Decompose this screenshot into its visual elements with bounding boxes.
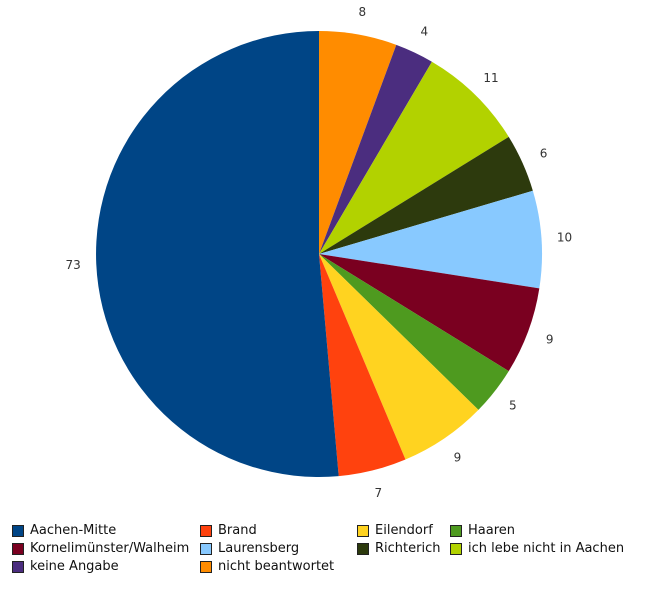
- legend-swatch: [200, 525, 212, 537]
- legend-item: Eilendorf: [357, 522, 450, 540]
- legend-swatch: [357, 543, 369, 555]
- legend-item: Haaren: [450, 522, 642, 540]
- data-label: 8: [358, 5, 366, 19]
- pie-slice-ich-lebe-nicht-in-aachen: [319, 61, 509, 255]
- pie-slices: [96, 31, 542, 477]
- data-label: 5: [509, 399, 517, 413]
- legend-swatch: [357, 525, 369, 537]
- data-label: 4: [420, 25, 428, 39]
- pie-slice-richterich: [319, 136, 533, 254]
- legend-label: Brand: [218, 523, 257, 538]
- data-label: 73: [66, 258, 81, 272]
- pie-slice-nicht-beantwortet: [319, 31, 397, 254]
- legend-item: keine Angabe: [12, 558, 200, 576]
- legend-label: Laurensberg: [218, 541, 300, 556]
- legend-label: Aachen-Mitte: [30, 523, 117, 538]
- legend-swatch: [200, 543, 212, 555]
- legend-swatch: [450, 525, 462, 537]
- legend-item: Laurensberg: [200, 540, 357, 558]
- data-label: 7: [374, 486, 382, 500]
- data-label: 9: [454, 450, 462, 464]
- pie-slice-brand: [319, 254, 406, 477]
- data-label: 6: [540, 147, 548, 161]
- legend-swatch: [200, 561, 212, 573]
- data-label: 9: [546, 332, 554, 346]
- legend-label: Kornelimünster/Walheim: [30, 541, 190, 556]
- data-labels: 8 4 11 6 10 9 5 9 7 73: [66, 5, 573, 500]
- legend-label: Richterich: [375, 541, 441, 556]
- legend-swatch: [12, 543, 24, 555]
- legend-item: Richterich: [357, 540, 450, 558]
- pie-slice-eilendorf: [319, 254, 479, 460]
- pie-slice-haaren: [319, 254, 509, 410]
- pie-slice-laurensberg: [319, 190, 542, 289]
- legend-item: ich lebe nicht in Aachen: [450, 540, 642, 558]
- legend-label: Eilendorf: [375, 523, 433, 538]
- legend-swatch: [450, 543, 462, 555]
- legend-label: keine Angabe: [30, 559, 119, 574]
- pie-slice-kornelim-nster-walheim: [319, 254, 540, 372]
- legend-swatch: [12, 561, 24, 573]
- legend: Aachen-Mitte Brand Eilendorf Haaren Kornelim…: [12, 522, 642, 576]
- legend-label: Haaren: [468, 523, 516, 538]
- legend-item: Kornelimünster/Walheim: [12, 540, 200, 558]
- legend-item: Brand: [200, 522, 357, 540]
- data-label: 10: [557, 231, 572, 245]
- pie-slice-aachen-mitte: [96, 31, 339, 477]
- legend-label: nicht beantwortet: [218, 559, 335, 574]
- data-label: 11: [483, 71, 498, 85]
- legend-item: Aachen-Mitte: [12, 522, 200, 540]
- pie-slice-keine-angabe: [319, 44, 432, 254]
- legend-item: nicht beantwortet: [200, 558, 357, 576]
- legend-swatch: [12, 525, 24, 537]
- legend-label: ich lebe nicht in Aachen: [468, 541, 625, 556]
